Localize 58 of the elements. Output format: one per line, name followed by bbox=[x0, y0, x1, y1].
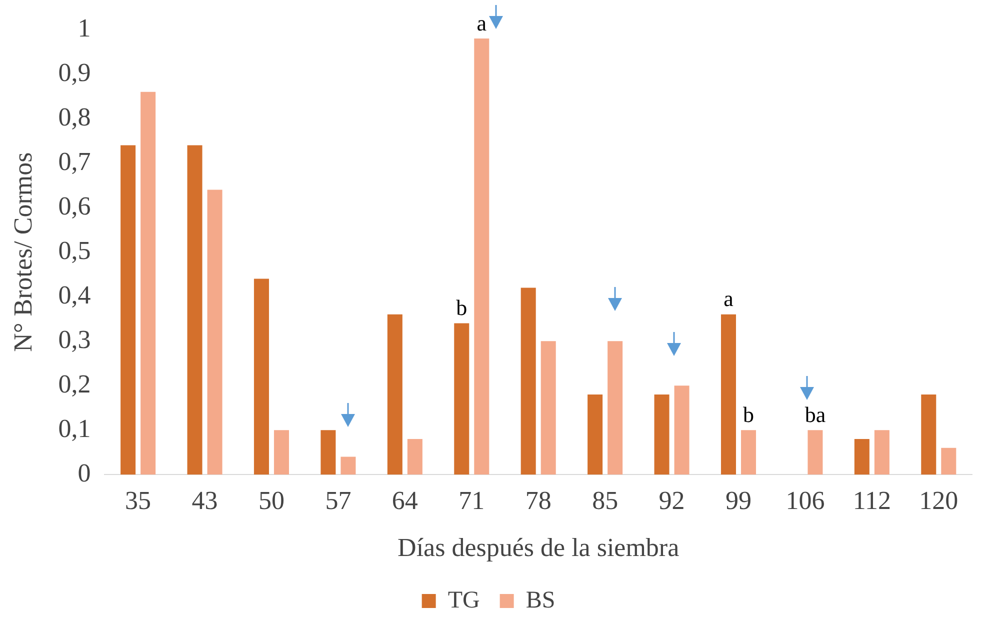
x-tick-label: 120 bbox=[919, 486, 958, 516]
y-tick-label: 0,2 bbox=[58, 369, 91, 398]
annotation: b bbox=[456, 295, 468, 320]
bar bbox=[588, 394, 603, 475]
annotation: ba bbox=[804, 402, 826, 427]
x-tick-label: 43 bbox=[192, 486, 218, 516]
bar bbox=[720, 314, 736, 475]
bar bbox=[474, 38, 490, 475]
x-tick-label: 50 bbox=[258, 486, 284, 516]
y-tick-label: 0,5 bbox=[58, 236, 91, 265]
bar bbox=[407, 439, 422, 475]
bar bbox=[207, 190, 222, 475]
x-axis-title: Días después de la siembra bbox=[398, 533, 680, 562]
bar bbox=[874, 430, 890, 475]
x-tick-label: 106 bbox=[786, 486, 825, 516]
bar bbox=[320, 430, 336, 475]
bar bbox=[387, 314, 402, 475]
y-tick-label: 0,8 bbox=[58, 102, 91, 132]
x-tick-label: 57 bbox=[325, 486, 352, 516]
y-tick-label: 0 bbox=[78, 458, 91, 488]
y-tick-label: 0,4 bbox=[58, 280, 91, 310]
bar bbox=[187, 145, 202, 475]
x-tick-label: 85 bbox=[592, 486, 618, 516]
annotation: a bbox=[476, 10, 487, 36]
x-tick-label: 78 bbox=[525, 486, 552, 516]
bar bbox=[254, 278, 269, 475]
bar bbox=[921, 394, 936, 475]
bar bbox=[120, 145, 136, 475]
bar bbox=[608, 341, 623, 475]
y-tick-label: 1 bbox=[78, 13, 91, 42]
legend-label: BS bbox=[526, 587, 556, 614]
x-tick-label: 92 bbox=[658, 486, 685, 516]
bar bbox=[454, 323, 470, 475]
bar bbox=[674, 386, 690, 475]
annotation: b bbox=[743, 402, 754, 427]
x-tick-label: 99 bbox=[725, 486, 752, 516]
x-tick-label: 35 bbox=[125, 486, 152, 516]
y-axis-title: N° Brotes/ Cormos bbox=[8, 152, 38, 352]
bar bbox=[941, 448, 956, 475]
x-tick-label: 71 bbox=[458, 486, 485, 516]
bar bbox=[140, 92, 156, 475]
bar bbox=[340, 456, 356, 475]
bar bbox=[540, 341, 556, 475]
bar bbox=[808, 430, 823, 475]
x-tick-label: 64 bbox=[392, 486, 418, 516]
bar bbox=[854, 439, 870, 475]
bar bbox=[520, 288, 536, 475]
y-tick-label: 0,3 bbox=[58, 324, 91, 354]
y-tick-label: 0,6 bbox=[58, 191, 91, 220]
y-tick-label: 0,7 bbox=[58, 146, 91, 176]
bar bbox=[274, 430, 289, 475]
bar bbox=[654, 394, 670, 475]
bar bbox=[741, 430, 756, 475]
y-tick-label: 0,1 bbox=[58, 414, 91, 443]
x-tick-label: 112 bbox=[852, 486, 891, 516]
legend-label: TG bbox=[448, 587, 480, 614]
y-tick-label: 0,9 bbox=[58, 58, 91, 87]
annotation: a bbox=[724, 286, 734, 312]
